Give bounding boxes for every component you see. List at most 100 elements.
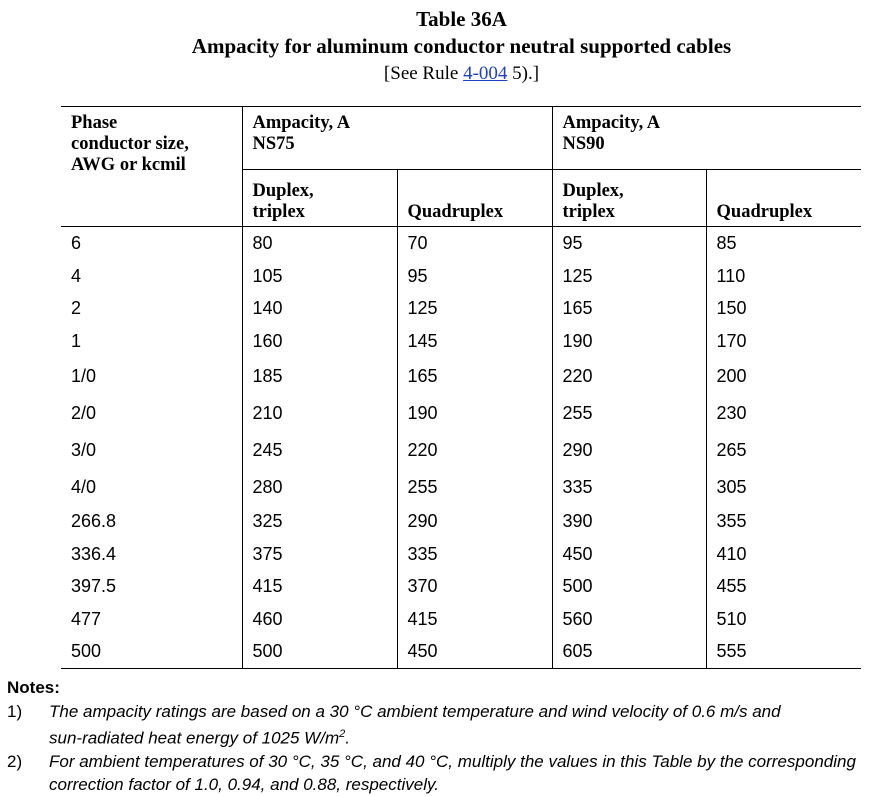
header-phase-line: Phase [71,113,118,133]
ns90-duplex-triplex-cell: 390 [551,505,707,538]
ns90-duplex-triplex-cell: 605 [551,635,707,669]
rule-reference-prefix: [See Rule [383,63,464,84]
ns75-duplex-triplex-cell: 105 [241,259,397,292]
ns90-duplex-triplex-cell: 290 [551,431,707,468]
rule-reference-suffix: 5).] [507,63,540,84]
ns75-quadruplex-cell: 125 [396,292,553,325]
ns75-quadruplex-cell: 335 [396,537,553,570]
header-group-label: Ampacity, A [562,113,661,133]
ns90-quadruplex-cell: 410 [705,537,862,570]
header-group-rating: NS90 [562,134,605,154]
ns75-quadruplex-cell: 370 [396,570,553,603]
ns90-quadruplex-cell: 85 [705,226,862,260]
note-item: 2) For ambient temperatures of 30 °C, 35… [7,751,895,796]
ns75-duplex-triplex-cell: 325 [241,505,397,538]
table-row: 4 105 95 125 110 [61,259,862,292]
table-row: 336.4 375 335 450 410 [61,537,862,570]
ns90-duplex-triplex-cell: 190 [551,324,707,357]
table-heading: Table 36A Ampacity for aluminum conducto… [0,6,895,86]
table-title: Ampacity for aluminum conductor neutral … [191,34,732,58]
table-row: 500 500 450 605 555 [61,635,862,669]
ns75-quadruplex-cell: 145 [396,324,553,357]
ns90-quadruplex-cell: 110 [705,259,862,292]
ns90-quadruplex-cell: 265 [705,431,862,468]
table-row: 266.8 325 290 390 355 [61,505,862,538]
ns75-duplex-triplex-cell: 160 [241,324,397,357]
header-ns75-duplex-triplex: Duplex, triplex [241,169,397,227]
header-group-label: Ampacity, A [252,113,351,133]
note-superscript: 2 [339,728,346,740]
table-body: 6 80 70 95 85 4 105 95 125 110 2 140 125 165 150 1 160 14… [61,226,862,669]
phase-size-cell: 4/0 [71,476,97,497]
ns75-quadruplex-cell: 450 [396,635,553,669]
ns90-duplex-triplex-cell: 560 [551,602,707,635]
subheader-line: Duplex, [252,181,314,201]
ns90-duplex-triplex-cell: 220 [551,357,707,394]
subheader-line: triplex [562,202,615,222]
header-group-rating: NS75 [252,134,295,154]
table-row: 4/0 280 255 335 305 [61,468,862,505]
note-text-line: For ambient temperatures of 30 °C, 35 °C… [49,752,856,772]
phase-size-cell: 3/0 [71,439,97,460]
table-number: Table 36A [416,7,507,31]
ns90-quadruplex-cell: 305 [705,468,862,505]
phase-size-cell: 1/0 [71,365,97,386]
ns90-quadruplex-cell: 510 [705,602,862,635]
ns90-duplex-triplex-cell: 500 [551,570,707,603]
phase-size-cell: 4 [71,265,82,286]
ns90-quadruplex-cell: 200 [705,357,862,394]
phase-size-cell: 2 [71,298,82,319]
note-item: 1) The ampacity ratings are based on a 3… [7,701,895,751]
header-ns75-quadruplex: Quadruplex [396,169,553,227]
ns75-quadruplex-cell: 415 [396,602,553,635]
ns75-duplex-triplex-cell: 460 [241,602,397,635]
ns90-quadruplex-cell: 555 [705,635,862,669]
rule-link[interactable]: 4-004 [463,63,508,84]
ns90-quadruplex-cell: 230 [705,394,862,431]
notes-section: Notes: 1) The ampacity ratings are based… [7,677,895,796]
ns75-duplex-triplex-cell: 80 [241,226,397,260]
header-group-ns75: Ampacity, A NS75 [241,106,553,170]
ns75-quadruplex-cell: 70 [396,226,553,260]
ns90-quadruplex-cell: 150 [705,292,862,325]
ns90-duplex-triplex-cell: 450 [551,537,707,570]
rule-reference: [See Rule 4-004 5).] [0,61,895,86]
ns90-quadruplex-cell: 355 [705,505,862,538]
ns75-duplex-triplex-cell: 245 [241,431,397,468]
table-row: 477 460 415 560 510 [61,602,862,635]
header-phase-line: AWG or kcmil [71,155,186,175]
header-group-ns90: Ampacity, A NS90 [551,106,862,170]
ns75-duplex-triplex-cell: 500 [241,635,397,669]
ns75-duplex-triplex-cell: 185 [241,357,397,394]
phase-size-cell: 2/0 [71,402,97,423]
note-number: 2) [7,752,23,772]
ns75-quadruplex-cell: 290 [396,505,553,538]
table-row: 2/0 210 190 255 230 [61,394,862,431]
phase-size-cell: 1 [71,330,82,351]
subheader-line: Duplex, [562,181,624,201]
phase-size-cell: 6 [71,233,82,254]
table-row: 1 160 145 190 170 [61,324,862,357]
note-text-line: correction factor of 1.0, 0.94, and 0.88… [49,774,439,794]
ns90-duplex-triplex-cell: 255 [551,394,707,431]
note-text: The ampacity ratings are based on a 30 °… [49,701,895,751]
header-ns90-quadruplex: Quadruplex [705,169,862,227]
note-text-line: The ampacity ratings are based on a 30 °… [49,701,781,721]
header-phase-conductor-size: Phase conductor size, AWG or kcmil [61,106,242,227]
phase-size-cell: 266.8 [71,511,117,532]
note-text-line: sun-radiated heat energy of 1025 W/m [49,728,340,748]
ns75-duplex-triplex-cell: 415 [241,570,397,603]
ns75-duplex-triplex-cell: 140 [241,292,397,325]
table-row: 6 80 70 95 85 [61,226,862,260]
note-text: For ambient temperatures of 30 °C, 35 °C… [49,751,895,796]
note-number: 1) [7,701,23,721]
header-phase-line: conductor size, [71,134,189,154]
ns75-duplex-triplex-cell: 375 [241,537,397,570]
ampacity-table: Phase conductor size, AWG or kcmil Ampac… [61,106,862,669]
header-ns90-duplex-triplex: Duplex, triplex [551,169,707,227]
ns90-duplex-triplex-cell: 125 [551,259,707,292]
ns75-quadruplex-cell: 190 [396,394,553,431]
ns90-duplex-triplex-cell: 165 [551,292,707,325]
subheader-line: Quadruplex [716,202,813,222]
phase-size-cell: 336.4 [71,543,117,564]
